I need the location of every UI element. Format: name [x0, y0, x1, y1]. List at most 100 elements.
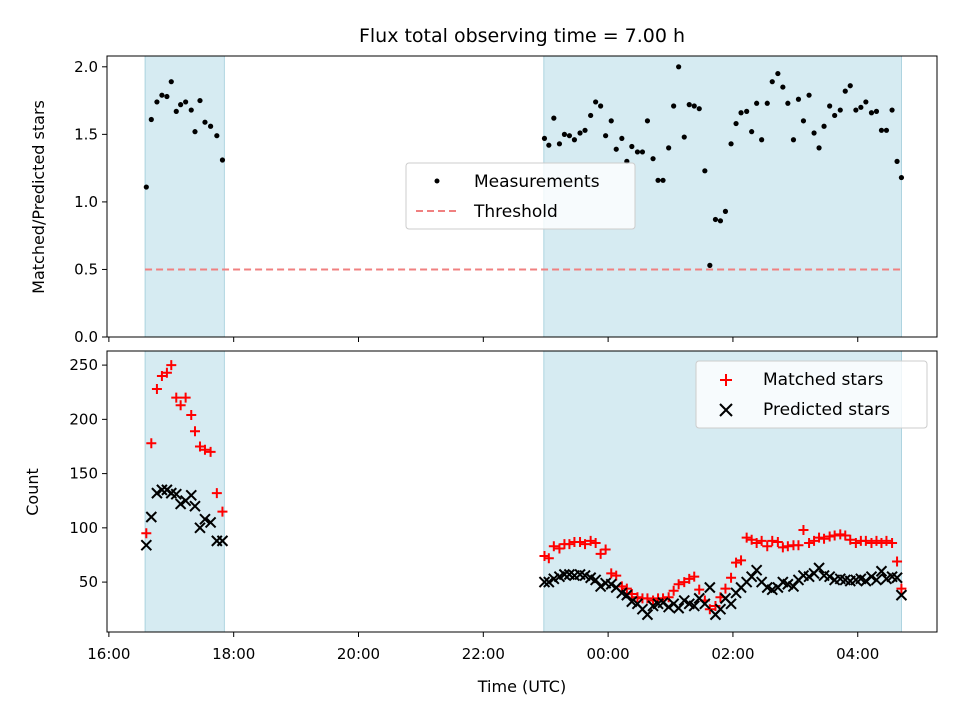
measurement-point-13 — [207, 123, 214, 129]
measurement-point-15 — [219, 157, 226, 163]
matched-point-58 — [756, 535, 767, 546]
predicted-point-6 — [170, 488, 182, 500]
measurement-point-68 — [811, 130, 817, 136]
measurement-point-73 — [837, 107, 843, 113]
predicted-point-50 — [714, 603, 727, 615]
matched-point-40 — [663, 592, 674, 603]
matched-point-72 — [829, 530, 840, 541]
predicted-point-17 — [543, 576, 555, 588]
measurement-point-60 — [769, 79, 775, 85]
bottom-y-tick-label-3: 200 — [69, 410, 98, 428]
measurement-point-71 — [827, 103, 833, 109]
x-tick-label-1: 18:00 — [212, 645, 255, 663]
matched-point-10 — [189, 426, 200, 437]
top-shaded-span-0 — [144, 55, 225, 338]
predicted-point-15 — [216, 535, 229, 547]
matched-point-71 — [824, 531, 835, 542]
measurement-point-47 — [702, 168, 708, 174]
x-tick-label-5: 02:00 — [711, 645, 754, 663]
measurement-point-53 — [733, 120, 739, 127]
legend-predicted-marker — [719, 403, 733, 417]
measurement-point-75 — [847, 83, 853, 89]
x-tick-label-3: 22:00 — [462, 645, 505, 663]
measurement-point-42 — [676, 64, 682, 70]
matched-point-29 — [606, 568, 617, 579]
measurement-point-39 — [660, 177, 666, 183]
measurement-point-44 — [686, 102, 692, 108]
top-y-tick-label-0: 0.0 — [74, 328, 98, 346]
measurement-point-69 — [816, 145, 822, 151]
bottom-y-axis-label: Count — [23, 468, 42, 516]
predicted-point-79 — [865, 570, 878, 583]
measurement-point-80 — [873, 108, 880, 114]
predicted-point-20 — [558, 568, 571, 581]
matched-point-53 — [731, 557, 742, 568]
measurement-point-35 — [639, 149, 646, 155]
measurement-point-18 — [551, 115, 557, 121]
matched-point-78 — [860, 535, 871, 546]
matched-point-30 — [611, 570, 622, 581]
matched-point-81 — [876, 538, 887, 549]
matched-point-70 — [819, 533, 830, 544]
bottom-y-tick-label-2: 150 — [69, 465, 98, 483]
predicted-point-16 — [538, 576, 551, 588]
measurement-point-20 — [561, 131, 568, 137]
matched-point-21 — [564, 539, 575, 550]
measurement-point-34 — [634, 149, 641, 155]
predicted-point-69 — [813, 562, 825, 574]
predicted-point-48 — [704, 581, 716, 594]
top-y-axis-label: Matched/Predicted stars — [29, 100, 48, 294]
measurement-point-16 — [541, 135, 548, 142]
predicted-point-85 — [895, 589, 908, 601]
matched-point-60 — [767, 535, 778, 546]
measurement-point-17 — [546, 142, 552, 148]
matched-point-61 — [772, 536, 783, 547]
matched-point-52 — [726, 572, 737, 583]
measurement-point-57 — [754, 100, 760, 106]
measurement-point-0 — [143, 184, 149, 190]
predicted-point-27 — [594, 580, 607, 593]
predicted-point-9 — [185, 489, 197, 502]
measurement-point-33 — [629, 143, 635, 150]
matched-point-42 — [673, 579, 684, 590]
matched-point-12 — [199, 444, 210, 455]
matched-point-67 — [804, 538, 815, 549]
matched-point-65 — [793, 540, 804, 551]
predicted-point-12 — [199, 513, 211, 525]
top-legend-frame — [405, 162, 636, 230]
measurement-point-38 — [655, 177, 661, 183]
matched-point-59 — [762, 541, 773, 552]
measurement-point-23 — [577, 130, 583, 136]
matched-point-79 — [866, 538, 877, 549]
measurement-point-70 — [821, 123, 827, 129]
matched-point-24 — [580, 539, 591, 550]
predicted-point-36 — [641, 608, 654, 621]
x-axis-label: Time (UTC) — [477, 677, 566, 696]
measurement-point-72 — [832, 112, 838, 119]
measurement-point-14 — [214, 133, 220, 139]
measurement-point-6 — [173, 108, 179, 114]
legend-threshold-label: Threshold — [473, 202, 558, 222]
x-tick-label-6: 04:00 — [836, 645, 879, 663]
measurement-point-64 — [790, 137, 797, 143]
measurement-point-83 — [889, 107, 895, 113]
predicted-point-26 — [589, 574, 602, 586]
matched-point-85 — [896, 583, 907, 594]
x-tick-label-0: 16:00 — [87, 645, 130, 663]
measurement-point-78 — [863, 99, 869, 105]
x-tick-label-4: 00:00 — [587, 645, 630, 663]
predicted-point-80 — [870, 574, 883, 586]
measurement-point-63 — [785, 100, 791, 106]
measurement-point-67 — [806, 92, 812, 98]
top-y-tick-label-3: 1.5 — [74, 125, 98, 143]
measurement-point-8 — [183, 99, 189, 105]
measurement-point-41 — [671, 103, 677, 109]
predicted-point-7 — [174, 498, 187, 510]
top-axes-frame — [106, 55, 938, 338]
predicted-point-47 — [699, 598, 711, 610]
chart-title: Flux total observing time = 7.00 h — [359, 25, 685, 47]
matched-point-7 — [175, 400, 186, 411]
measurement-point-54 — [738, 110, 744, 116]
matched-point-4 — [161, 367, 172, 378]
legend-measurements-marker — [434, 178, 440, 184]
